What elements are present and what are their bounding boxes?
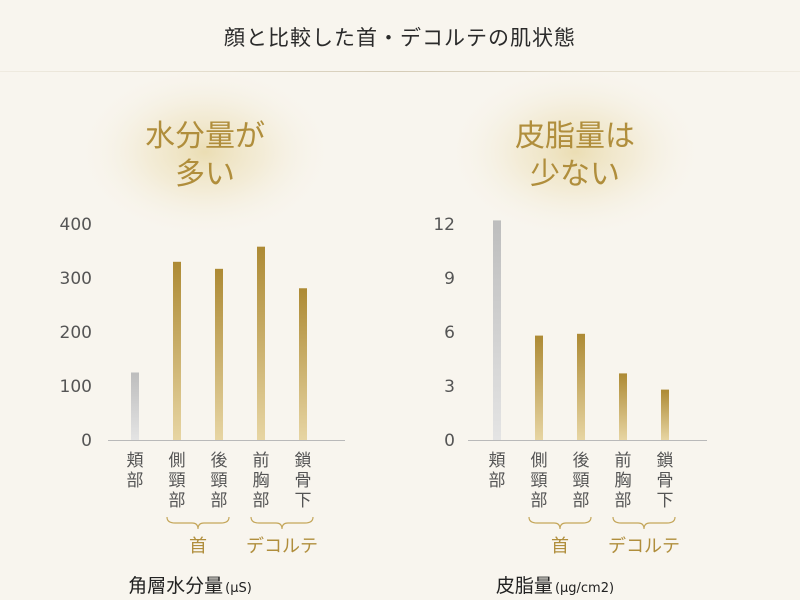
group-label: デコルテ [246, 536, 318, 557]
category-label: 鎖骨下 [295, 451, 312, 511]
category-char: 部 [169, 491, 186, 511]
y-tick-label: 400 [60, 215, 92, 235]
category-label: 後頸部 [211, 451, 228, 511]
headline-line: 少ない [530, 157, 620, 192]
y-tick-label: 6 [444, 323, 455, 343]
chart-unit: (μg/cm2) [555, 581, 614, 596]
category-label: 前胸部 [253, 451, 270, 511]
y-tick-label: 12 [433, 215, 455, 235]
category-char: 頸 [211, 471, 228, 491]
category-char: 側 [531, 451, 548, 471]
bar-後頸部 [577, 333, 585, 440]
category-char: 頸 [169, 471, 186, 491]
y-tick-label: 300 [60, 269, 92, 289]
headline-line: 水分量が [145, 119, 265, 154]
category-label: 前胸部 [615, 451, 632, 511]
page-title: 顔と比較した首・デコルテの肌状態 [224, 26, 576, 50]
category-label: 後頸部 [573, 451, 590, 511]
category-label: 側頸部 [169, 451, 186, 511]
category-char: 前 [615, 451, 632, 471]
bar-頬部 [131, 372, 139, 440]
bar-前胸部 [619, 373, 627, 440]
category-char: 部 [489, 471, 506, 491]
category-label: 側頸部 [531, 451, 548, 511]
category-label: 頬部 [127, 451, 144, 491]
bar-頬部 [493, 220, 501, 440]
headline-line: 多い [175, 157, 235, 192]
headline-line: 皮脂量は [515, 119, 635, 154]
bar-鎖骨下 [299, 288, 307, 440]
category-char: 部 [253, 491, 270, 511]
y-tick-label: 0 [81, 431, 92, 451]
group-label: デコルテ [608, 536, 680, 557]
category-char: 頸 [531, 471, 548, 491]
chart-title-text: 皮脂量 [496, 575, 553, 597]
category-char: 下 [295, 491, 312, 511]
y-tick-label: 3 [444, 377, 455, 397]
category-char: 部 [615, 491, 632, 511]
group-brace [166, 516, 230, 530]
group-label: 首 [189, 536, 207, 557]
category-char: 鎖 [657, 451, 674, 471]
headline-glow [445, 64, 705, 240]
group-brace [612, 516, 676, 530]
chart-title-text: 角層水分量 [128, 575, 223, 597]
category-label: 頬部 [489, 451, 506, 491]
category-char: 下 [657, 491, 674, 511]
category-char: 後 [211, 451, 228, 471]
group-brace [528, 516, 592, 530]
bar-側頸部 [535, 335, 543, 440]
category-char: 頬 [127, 451, 144, 471]
title-divider [0, 71, 800, 72]
category-char: 頬 [489, 451, 506, 471]
category-char: 骨 [295, 471, 312, 491]
category-char: 胸 [253, 471, 270, 491]
chart-title: 角層水分量 (μS) [128, 575, 252, 597]
bar-鎖骨下 [661, 389, 669, 440]
y-tick-label: 9 [444, 269, 455, 289]
chart-unit: (μS) [225, 581, 252, 596]
category-char: 鎖 [295, 451, 312, 471]
category-char: 後 [573, 451, 590, 471]
category-char: 胸 [615, 471, 632, 491]
category-char: 頸 [573, 471, 590, 491]
category-char: 骨 [657, 471, 674, 491]
bar-側頸部 [173, 261, 181, 440]
bar-後頸部 [215, 268, 223, 440]
category-char: 前 [253, 451, 270, 471]
bar-前胸部 [257, 246, 265, 440]
group-brace [250, 516, 314, 530]
category-char: 部 [573, 491, 590, 511]
y-tick-label: 200 [60, 323, 92, 343]
group-label: 首 [551, 536, 569, 557]
headline-glow [75, 64, 335, 240]
category-char: 部 [127, 471, 144, 491]
category-char: 側 [169, 451, 186, 471]
chart-title: 皮脂量 (μg/cm2) [496, 575, 614, 597]
category-label: 鎖骨下 [657, 451, 674, 511]
category-char: 部 [211, 491, 228, 511]
y-tick-label: 100 [60, 377, 92, 397]
category-char: 部 [531, 491, 548, 511]
y-tick-label: 0 [444, 431, 455, 451]
